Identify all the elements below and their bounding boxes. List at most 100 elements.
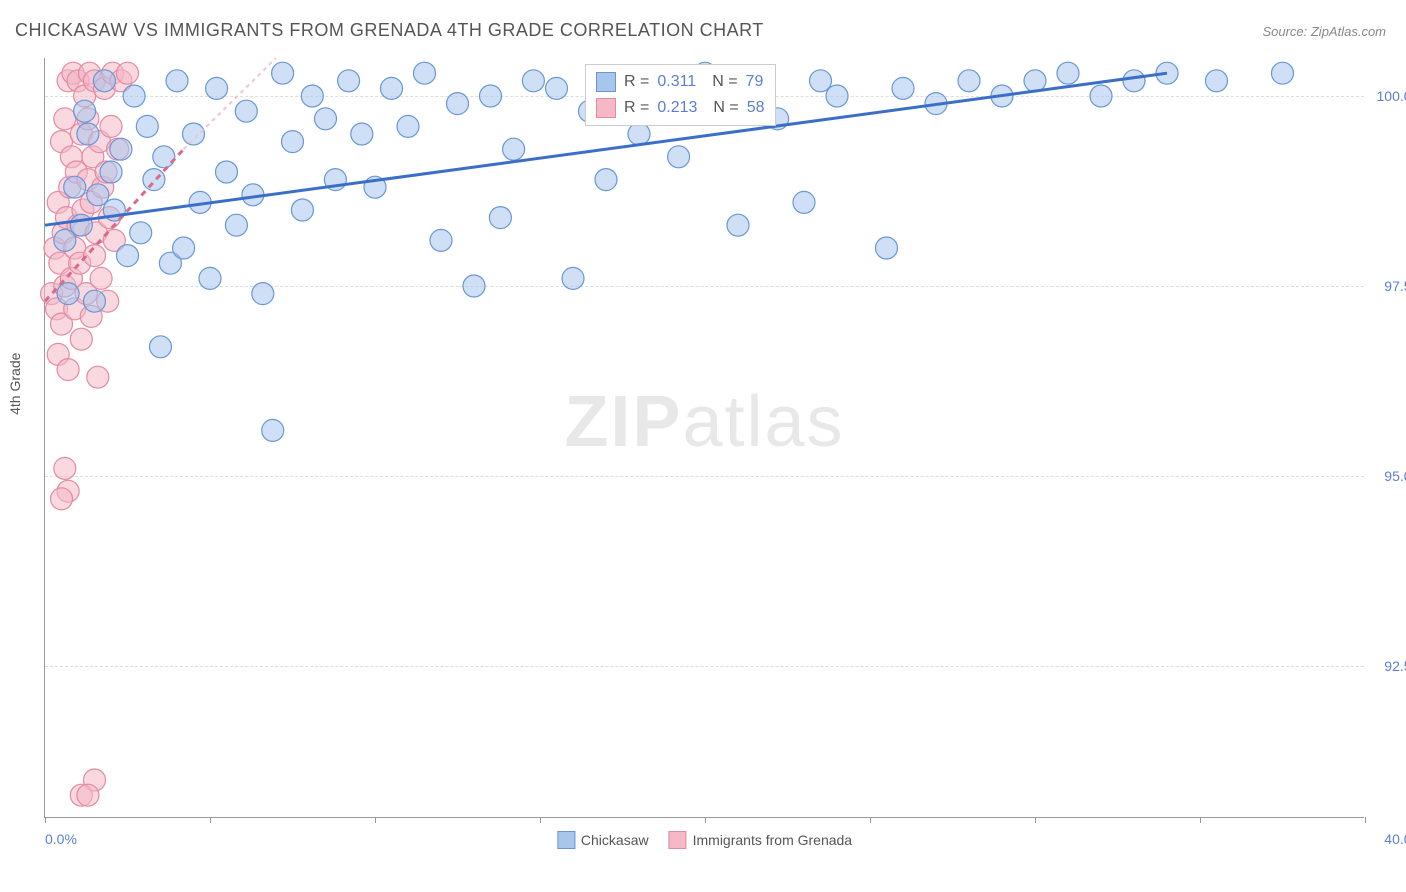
data-point — [958, 70, 980, 92]
stats-row-grenada: R = 0.213 N = 58 — [596, 95, 765, 121]
x-axis-min-label: 0.0% — [45, 831, 77, 847]
data-point — [57, 359, 79, 381]
x-tick — [45, 817, 46, 823]
data-point — [136, 115, 158, 137]
data-point — [143, 169, 165, 191]
data-point — [84, 245, 106, 267]
x-tick — [870, 817, 871, 823]
x-tick — [375, 817, 376, 823]
data-point — [225, 214, 247, 236]
y-tick-label: 92.5% — [1384, 658, 1406, 674]
legend-label-grenada: Immigrants from Grenada — [693, 832, 853, 848]
data-point — [54, 457, 76, 479]
data-point — [628, 123, 650, 145]
legend-item-chickasaw: Chickasaw — [557, 831, 649, 849]
y-axis-title: 4th Grade — [7, 352, 23, 414]
data-point — [668, 146, 690, 168]
data-point — [1057, 62, 1079, 84]
data-point — [546, 77, 568, 99]
data-point — [183, 123, 205, 145]
data-point — [206, 77, 228, 99]
chart-plot-area: ZIPatlas 4th Grade 92.5%95.0%97.5%100.0%… — [44, 58, 1364, 818]
data-point — [199, 267, 221, 289]
data-point — [153, 146, 175, 168]
data-point — [100, 115, 122, 137]
data-point — [70, 328, 92, 350]
data-point — [252, 283, 274, 305]
data-point — [480, 85, 502, 107]
data-point — [74, 100, 96, 122]
data-point — [463, 275, 485, 297]
data-point — [87, 366, 109, 388]
x-tick — [210, 817, 211, 823]
stats-n-label: N = — [712, 73, 737, 91]
data-point — [1123, 70, 1145, 92]
data-point — [117, 245, 139, 267]
x-tick — [1200, 817, 1201, 823]
data-point — [235, 100, 257, 122]
source-credit: Source: ZipAtlas.com — [1262, 24, 1386, 39]
data-point — [51, 488, 73, 510]
stats-swatch-chickasaw — [596, 72, 616, 92]
stats-r-value-chickasaw: 0.311 — [657, 73, 696, 91]
data-point — [595, 169, 617, 191]
data-point — [90, 267, 112, 289]
data-point — [166, 70, 188, 92]
data-point — [173, 237, 195, 259]
x-axis-max-label: 40.0% — [1384, 831, 1406, 847]
data-point — [1272, 62, 1294, 84]
stats-n-value-chickasaw: 79 — [746, 73, 764, 91]
data-point — [315, 108, 337, 130]
stats-r-label: R = — [624, 99, 649, 117]
stats-r-value-grenada: 0.213 — [657, 99, 697, 117]
data-point — [727, 214, 749, 236]
x-tick — [1365, 817, 1366, 823]
data-point — [338, 70, 360, 92]
data-point — [84, 290, 106, 312]
data-point — [430, 229, 452, 251]
x-tick — [1035, 817, 1036, 823]
stats-r-label: R = — [624, 73, 649, 91]
data-point — [892, 77, 914, 99]
data-point — [100, 161, 122, 183]
scatter-svg — [45, 58, 1364, 817]
chart-title: CHICKASAW VS IMMIGRANTS FROM GRENADA 4TH… — [15, 20, 764, 41]
data-point — [397, 115, 419, 137]
data-point — [876, 237, 898, 259]
data-point — [301, 85, 323, 107]
data-point — [562, 267, 584, 289]
data-point — [826, 85, 848, 107]
data-point — [130, 222, 152, 244]
data-point — [503, 138, 525, 160]
stats-n-label: N = — [713, 99, 738, 117]
data-point — [447, 93, 469, 115]
data-point — [123, 85, 145, 107]
y-tick-label: 100.0% — [1377, 88, 1406, 104]
stats-row-chickasaw: R = 0.311 N = 79 — [596, 69, 765, 95]
data-point — [216, 161, 238, 183]
data-point — [272, 62, 294, 84]
stats-swatch-grenada — [596, 98, 616, 118]
data-point — [150, 336, 172, 358]
data-point — [381, 77, 403, 99]
data-point — [793, 191, 815, 213]
legend-item-grenada: Immigrants from Grenada — [669, 831, 853, 849]
stats-n-value-grenada: 58 — [747, 99, 765, 117]
legend-swatch-chickasaw — [557, 831, 575, 849]
x-tick — [540, 817, 541, 823]
data-point — [1090, 85, 1112, 107]
trend-line — [184, 58, 276, 149]
data-point — [414, 62, 436, 84]
x-tick — [705, 817, 706, 823]
data-point — [351, 123, 373, 145]
data-point — [1024, 70, 1046, 92]
data-point — [77, 784, 99, 806]
data-point — [291, 199, 313, 221]
correlation-stats-box: R = 0.311 N = 79 R = 0.213 N = 58 — [585, 64, 776, 126]
data-point — [64, 176, 86, 198]
data-point — [110, 138, 132, 160]
data-point — [77, 123, 99, 145]
data-point — [262, 419, 284, 441]
data-point — [93, 70, 115, 92]
legend: Chickasaw Immigrants from Grenada — [557, 831, 852, 849]
